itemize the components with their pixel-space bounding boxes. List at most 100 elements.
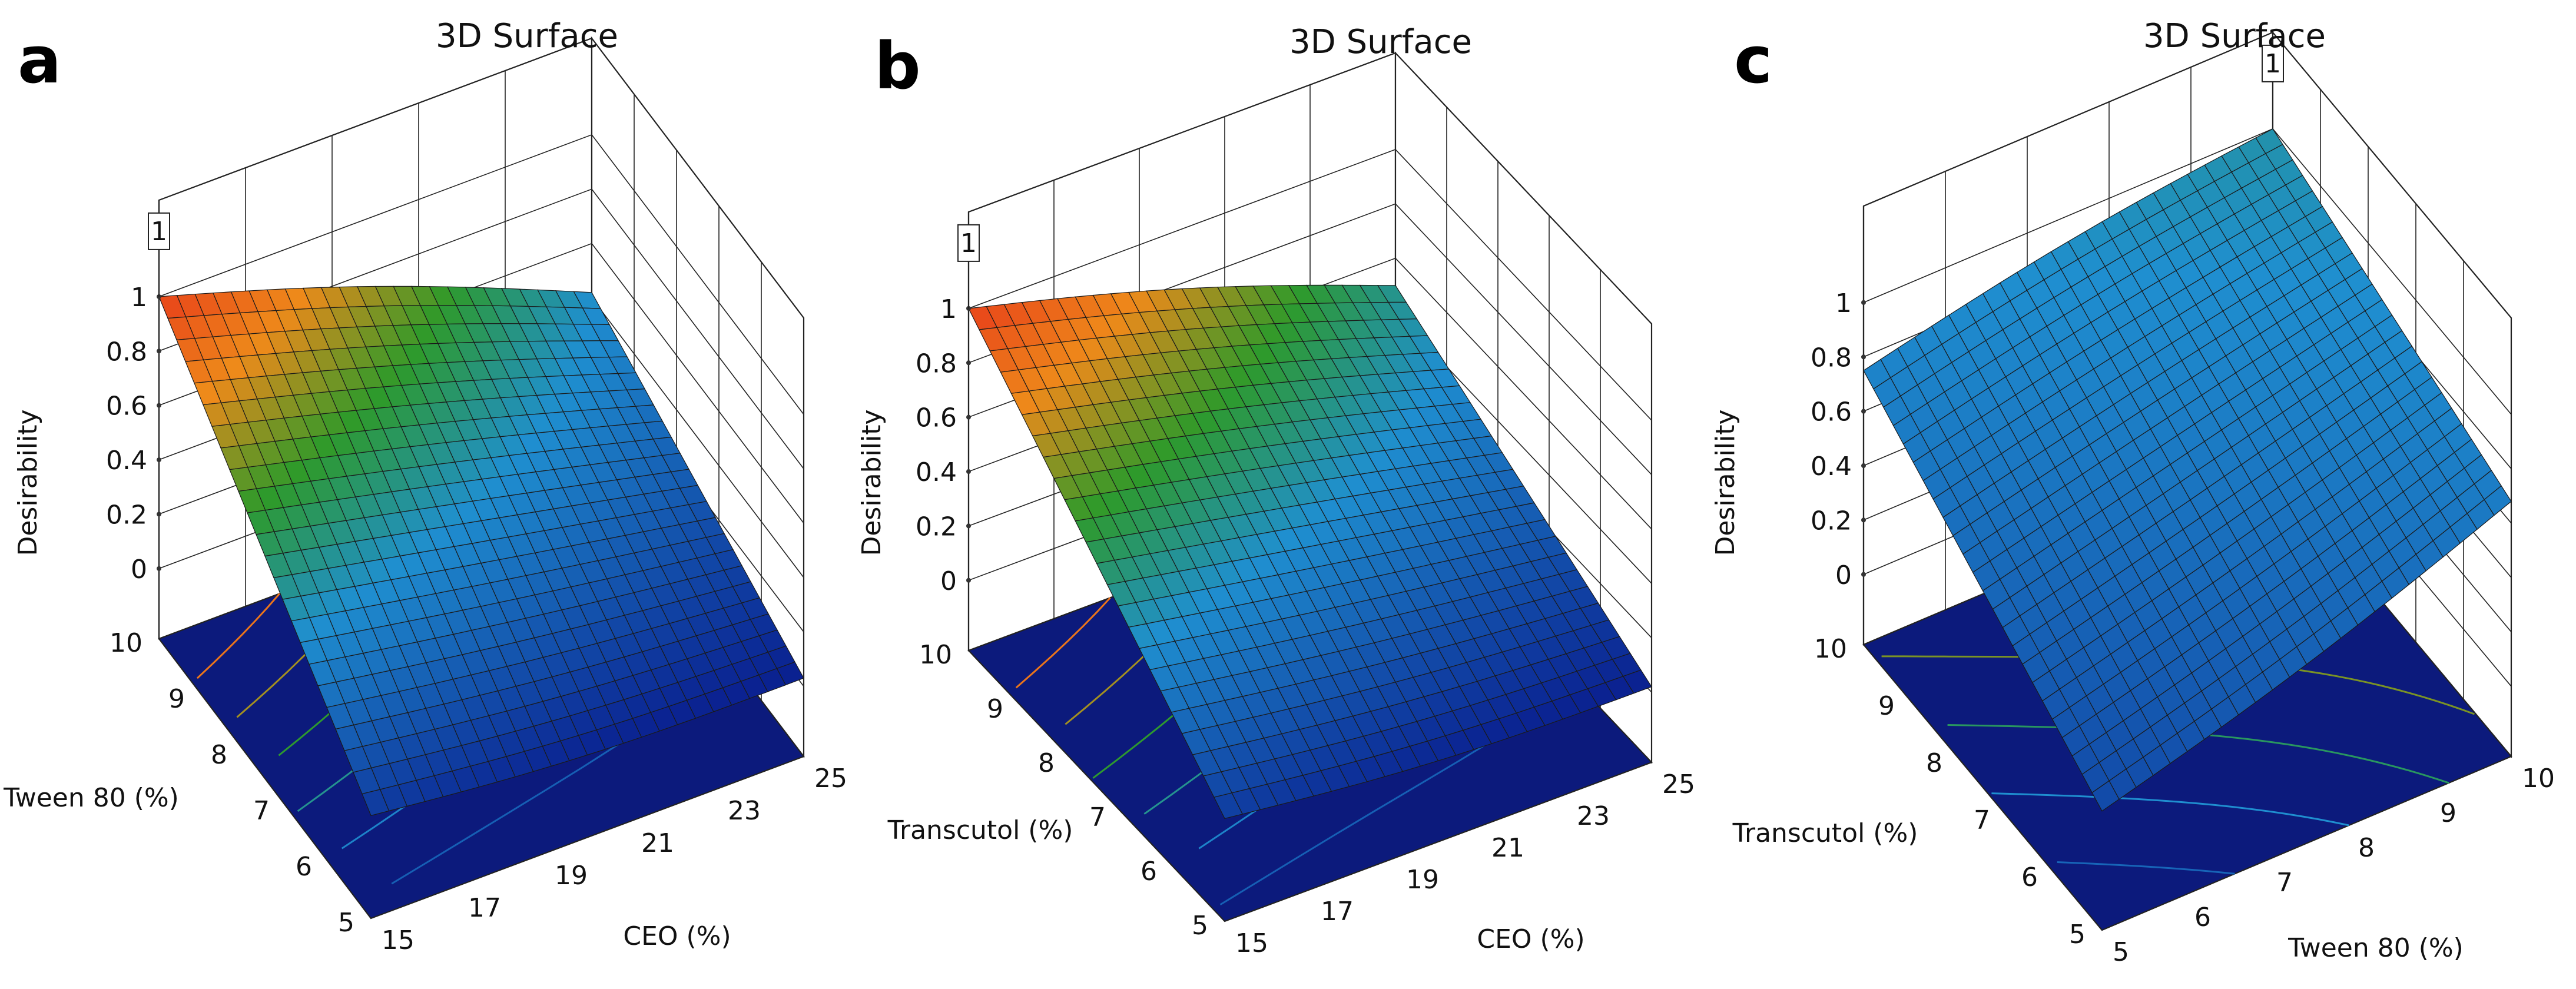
y-tick-label: 7 <box>253 796 270 826</box>
z-tick-label: 0.8 <box>916 349 957 379</box>
y-tick-label: 5 <box>2069 920 2086 950</box>
z-tick-mark <box>1861 354 1866 360</box>
z-tick-mark <box>966 360 971 366</box>
y-tick-label: 9 <box>1878 691 1895 721</box>
panel-letter: a <box>18 22 61 98</box>
surface-cell <box>362 789 390 817</box>
z-tick-label: 1 <box>131 283 147 313</box>
max-flag-label: 1 <box>960 228 977 258</box>
y-axis-label: Tween 80 (%) <box>3 783 179 813</box>
x-tick-label: 6 <box>2194 902 2211 932</box>
x-tick-label: 7 <box>2276 868 2293 898</box>
max-flag: 1 <box>2262 44 2284 129</box>
z-tick-label: 0.4 <box>106 446 147 476</box>
max-flag: 1 <box>148 212 170 297</box>
z-tick-label: 0 <box>131 555 147 585</box>
max-flag-label: 1 <box>151 217 167 247</box>
z-tick-label: 0.2 <box>106 500 147 530</box>
x-tick-label: 8 <box>2358 833 2375 863</box>
y-tick-label: 6 <box>1141 857 1157 887</box>
z-axis-label: Desirability <box>13 409 43 556</box>
wall-gridline <box>158 134 804 415</box>
z-tick-mark <box>1861 572 1866 577</box>
y-tick-label: 9 <box>987 694 1003 724</box>
y-axis: 5 6 7 8 9 10 Transcutol (%) <box>1732 634 2086 950</box>
max-flag-box <box>2262 44 2284 82</box>
x-tick-label: 21 <box>1491 833 1524 863</box>
y-tick-label: 9 <box>168 684 185 714</box>
x-tick-label: 15 <box>382 925 415 955</box>
z-tick-label: 1 <box>1835 288 1852 318</box>
max-flag-box <box>148 212 170 250</box>
x-axis-label: CEO (%) <box>623 921 731 951</box>
x-tick-label: 21 <box>641 828 674 858</box>
y-tick-label: 8 <box>211 740 227 770</box>
z-tick-label: 0.4 <box>1811 452 1852 482</box>
wall-gridline <box>968 148 1652 421</box>
max-flag-label: 1 <box>2265 49 2281 79</box>
x-tick-label: 19 <box>555 861 588 891</box>
x-tick-label: 17 <box>468 893 501 923</box>
chart-title: 3D Surface <box>1289 23 1472 61</box>
z-tick-label: 0.8 <box>106 337 147 367</box>
x-tick-label: 25 <box>1662 769 1695 799</box>
z-tick-label: 0 <box>940 566 957 596</box>
x-tick-label: 25 <box>814 764 847 794</box>
panel-letter: b <box>874 28 921 104</box>
chart-title: 3D Surface <box>436 17 618 55</box>
y-tick-label: 5 <box>338 908 354 938</box>
z-axis-label: Desirability <box>857 409 887 556</box>
surface <box>1863 128 2512 812</box>
z-axis: 0 0.2 0.4 0.6 0.8 1 <box>106 200 161 639</box>
z-tick-label: 0 <box>1835 560 1852 590</box>
contour-line <box>1947 724 2449 784</box>
x-axis-label: CEO (%) <box>1477 924 1584 954</box>
y-tick-label: 7 <box>1089 802 1106 832</box>
x-tick-label: 9 <box>2440 798 2456 828</box>
y-tick-label: 8 <box>1926 748 1942 778</box>
surface <box>968 284 1652 819</box>
panel-b: 0 0.2 0.4 0.6 0.8 1 15 17 19 21 23 25 CEO (%) 5 6 7 8 9 10… <box>857 23 1695 958</box>
y-axis-label: Transcutol (%) <box>887 815 1073 845</box>
chart-title: 3D Surface <box>2143 17 2326 55</box>
y-axis-label: Transcutol (%) <box>1732 818 1918 848</box>
x-tick-label: 19 <box>1406 865 1439 895</box>
y-tick-label: 10 <box>110 628 142 658</box>
z-tick-label: 0.6 <box>106 391 147 422</box>
y-axis: 5 6 7 8 9 10 Transcutol (%) <box>887 640 1208 941</box>
z-tick-mark <box>157 512 161 517</box>
z-axis: 0 0.2 0.4 0.6 0.8 1 <box>916 212 971 651</box>
z-tick-mark <box>966 414 971 420</box>
y-tick-label: 5 <box>1192 911 1208 941</box>
z-tick-mark <box>966 523 971 529</box>
y-tick-label: 10 <box>919 640 952 670</box>
max-flag-box <box>957 224 980 262</box>
z-tick-mark <box>1861 300 1866 305</box>
y-tick-label: 10 <box>1814 634 1847 664</box>
z-tick-label: 1 <box>940 294 957 324</box>
z-tick-label: 0.2 <box>916 512 957 542</box>
surface-cell <box>1214 792 1244 819</box>
y-tick-label: 8 <box>1038 748 1055 778</box>
z-axis: 0 0.2 0.4 0.6 0.8 1 <box>1811 206 1866 645</box>
y-tick-label: 6 <box>296 852 312 882</box>
x-tick-label: 17 <box>1321 897 1354 927</box>
contour-line <box>1015 597 1111 689</box>
z-tick-label: 0.6 <box>916 403 957 433</box>
z-tick-mark <box>1861 409 1866 414</box>
x-axis-label: Tween 80 (%) <box>2287 933 2464 963</box>
max-flag: 1 <box>957 224 980 308</box>
y-tick-label: 7 <box>1974 805 1990 835</box>
x-axis: 15 17 19 21 23 25 CEO (%) <box>382 764 847 955</box>
z-tick-mark <box>966 469 971 474</box>
y-tick-label: 6 <box>2021 862 2038 892</box>
z-tick-label: 0.6 <box>1811 397 1852 427</box>
z-tick-label: 0.8 <box>1811 343 1852 373</box>
surface-cell <box>2091 780 2120 812</box>
z-tick-mark <box>157 566 161 571</box>
surface <box>158 286 804 817</box>
z-tick-mark <box>1861 517 1866 523</box>
